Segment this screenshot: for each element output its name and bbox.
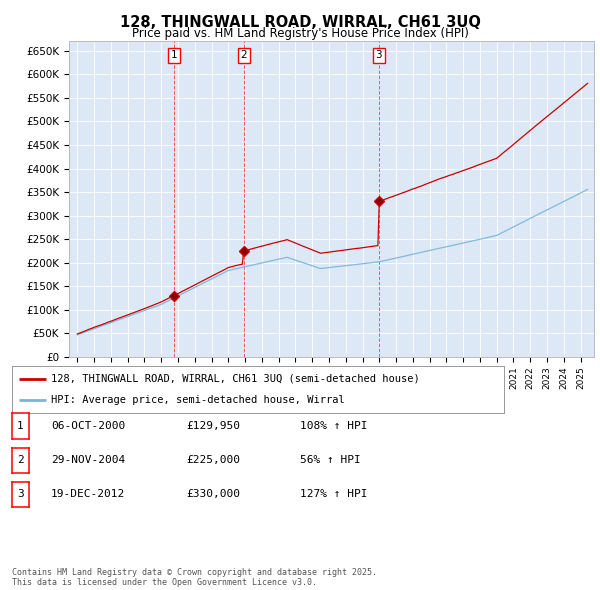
Text: 3: 3 bbox=[376, 50, 382, 60]
Text: £330,000: £330,000 bbox=[186, 490, 240, 499]
Text: Price paid vs. HM Land Registry's House Price Index (HPI): Price paid vs. HM Land Registry's House … bbox=[131, 27, 469, 40]
Text: 128, THINGWALL ROAD, WIRRAL, CH61 3UQ: 128, THINGWALL ROAD, WIRRAL, CH61 3UQ bbox=[119, 15, 481, 30]
Text: £225,000: £225,000 bbox=[186, 455, 240, 465]
Text: HPI: Average price, semi-detached house, Wirral: HPI: Average price, semi-detached house,… bbox=[52, 395, 345, 405]
Text: 1: 1 bbox=[17, 421, 24, 431]
Text: 19-DEC-2012: 19-DEC-2012 bbox=[51, 490, 125, 499]
Text: 127% ↑ HPI: 127% ↑ HPI bbox=[300, 490, 367, 499]
Text: 56% ↑ HPI: 56% ↑ HPI bbox=[300, 455, 361, 465]
Text: 1: 1 bbox=[170, 50, 178, 60]
Text: 3: 3 bbox=[17, 490, 24, 499]
Text: 2: 2 bbox=[17, 455, 24, 465]
Text: Contains HM Land Registry data © Crown copyright and database right 2025.
This d: Contains HM Land Registry data © Crown c… bbox=[12, 568, 377, 587]
Text: £129,950: £129,950 bbox=[186, 421, 240, 431]
Text: 2: 2 bbox=[240, 50, 247, 60]
Text: 29-NOV-2004: 29-NOV-2004 bbox=[51, 455, 125, 465]
Text: 108% ↑ HPI: 108% ↑ HPI bbox=[300, 421, 367, 431]
Text: 06-OCT-2000: 06-OCT-2000 bbox=[51, 421, 125, 431]
Text: 128, THINGWALL ROAD, WIRRAL, CH61 3UQ (semi-detached house): 128, THINGWALL ROAD, WIRRAL, CH61 3UQ (s… bbox=[52, 373, 420, 384]
